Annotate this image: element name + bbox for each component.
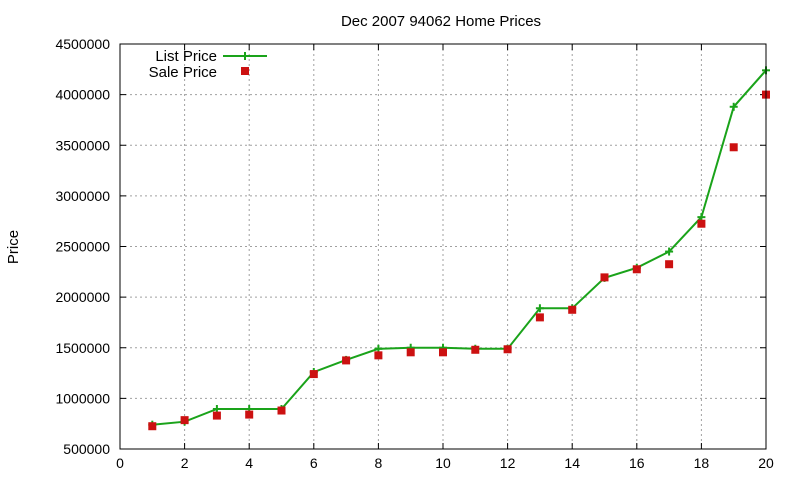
sale-price-point — [212, 411, 221, 420]
sale-price-point — [471, 345, 480, 354]
x-tick-label: 0 — [116, 455, 124, 471]
chart-title: Dec 2007 94062 Home Prices — [341, 13, 541, 30]
grid — [120, 44, 766, 449]
x-tick-label: 16 — [629, 455, 645, 471]
sale-price-point — [406, 348, 415, 357]
legend-label-list-price: List Price — [155, 48, 217, 65]
y-tick-label: 2000000 — [55, 289, 110, 305]
sale-price-point — [245, 410, 254, 419]
list-price-point — [729, 102, 738, 111]
sale-price-point — [148, 422, 157, 431]
y-tick-label: 4500000 — [55, 36, 110, 52]
sale-price-point — [439, 348, 447, 357]
y-tick-label: 2500000 — [55, 239, 110, 255]
y-tick-label: 3000000 — [55, 188, 110, 204]
y-tick-label: 3500000 — [55, 137, 110, 153]
series-layer — [148, 66, 770, 431]
x-tick-label: 14 — [564, 455, 580, 471]
x-tick-label: 4 — [245, 455, 253, 471]
sale-price-point — [665, 260, 674, 269]
y-tick-label: 1500000 — [55, 340, 110, 356]
x-tick-label: 6 — [310, 455, 318, 471]
sale-price-point — [600, 273, 609, 282]
x-tick-label: 2 — [181, 455, 189, 471]
y-tick-label: 4000000 — [55, 87, 110, 103]
y-tick-label: 500000 — [63, 441, 110, 457]
y-axis-title: Price — [5, 230, 22, 264]
legend-key-list-price — [223, 52, 267, 60]
sale-price-point — [503, 345, 512, 354]
sale-price-point — [309, 370, 318, 379]
legend-label-sale-price: Sale Price — [149, 64, 217, 81]
x-tick-label: 8 — [375, 455, 383, 471]
sale-price-point — [535, 313, 544, 322]
sale-price-point — [632, 265, 641, 274]
sale-price-point — [697, 219, 706, 228]
y-tick-label: 1000000 — [55, 390, 110, 406]
legend: List Price Sale Price — [149, 48, 267, 81]
sale-price-point — [568, 305, 577, 314]
sale-price-point — [277, 406, 286, 415]
sale-price-point — [180, 416, 189, 425]
sale-price-point — [729, 143, 738, 152]
x-tick-label: 10 — [435, 455, 451, 471]
sale-price-point — [374, 351, 383, 360]
legend-key-sale-price — [241, 67, 249, 75]
plot-frame — [119, 43, 767, 450]
x-tick-label: 12 — [500, 455, 516, 471]
list-price-point — [535, 304, 544, 313]
x-tick-label: 20 — [758, 455, 774, 471]
legend-marker-sale-price — [241, 67, 249, 75]
x-tick-label: 18 — [694, 455, 710, 471]
list-price-point — [665, 247, 674, 256]
list-price-line — [152, 69, 767, 426]
axis-ticks: 0 2 4 6 8 10 12 14 16 18 20 500000 1000000 1500000 200… — [55, 36, 774, 471]
sale-price-point — [342, 356, 351, 365]
